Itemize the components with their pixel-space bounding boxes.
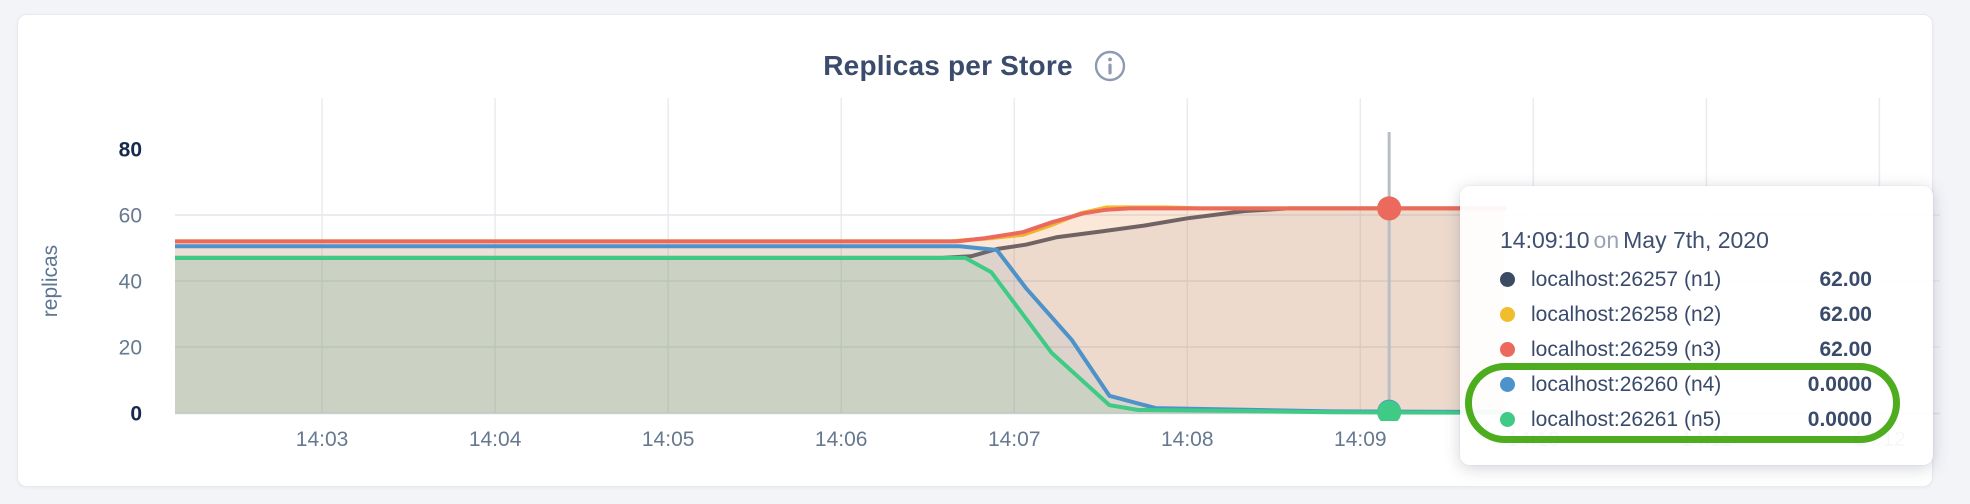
y-axis-title: replicas	[39, 245, 62, 317]
tooltip-series-value: 0.0000	[1807, 372, 1872, 396]
tooltip-on-word: on	[1593, 227, 1620, 253]
y-tick-label: 60	[119, 205, 142, 228]
tooltip-rows: localhost:26257 (n1) 62.00 localhost:26258…	[1460, 262, 1933, 437]
hover-dot-5	[1377, 400, 1402, 421]
tooltip-series-label: localhost:26259 (n3)	[1531, 337, 1722, 361]
x-tick-label: 14:08	[1161, 428, 1214, 451]
tooltip-series-label: localhost:26260 (n4)	[1531, 372, 1722, 396]
x-tick-label: 14:09	[1334, 428, 1387, 451]
hover-dot-3	[1377, 196, 1402, 221]
x-tick-label: 14:04	[469, 428, 522, 451]
tooltip-row: localhost:26260 (n4) 0.0000	[1460, 367, 1933, 402]
tooltip-series-value: 62.00	[1819, 302, 1872, 326]
y-tick-label: 80	[119, 139, 142, 162]
series-line-5	[175, 255, 1507, 415]
series-color-dot	[1500, 412, 1515, 427]
series-color-dot	[1500, 342, 1515, 357]
tooltip-timestamp: 14:09:10 on May 7th, 2020	[1500, 226, 1933, 254]
y-tick-label: 20	[119, 337, 142, 360]
tooltip-series-label: localhost:26257 (n1)	[1531, 267, 1722, 291]
info-icon[interactable]	[1093, 49, 1127, 83]
series-color-dot	[1500, 272, 1515, 287]
x-tick-label: 14:06	[815, 428, 868, 451]
tooltip-series-value: 0.0000	[1807, 407, 1872, 431]
series-plot	[175, 205, 1507, 415]
tooltip-row: localhost:26261 (n5) 0.0000	[1460, 402, 1933, 437]
x-tick-label: 14:05	[642, 428, 695, 451]
x-tick-label: 14:07	[988, 428, 1041, 451]
tooltip-series-label: localhost:26261 (n5)	[1531, 407, 1722, 431]
hover-layer	[1377, 132, 1402, 421]
series-color-dot	[1500, 377, 1515, 392]
series-area-5	[175, 257, 1505, 414]
tooltip-row: localhost:26258 (n2) 62.00	[1460, 297, 1933, 332]
tooltip-series-value: 62.00	[1819, 267, 1872, 291]
series-area-4	[175, 246, 1505, 414]
hover-tooltip: 14:09:10 on May 7th, 2020 localhost:26257 …	[1460, 186, 1933, 465]
series-color-dot	[1500, 307, 1515, 322]
tooltip-date: May 7th, 2020	[1623, 227, 1769, 253]
chart-header: Replicas per Store	[18, 15, 1932, 83]
tooltip-row: localhost:26257 (n1) 62.00	[1460, 262, 1933, 297]
tooltip-series-value: 62.00	[1819, 337, 1872, 361]
series-line-3	[175, 206, 1507, 244]
tooltip-time: 14:09:10	[1500, 227, 1590, 253]
y-tick-label: 40	[119, 271, 142, 294]
y-tick-label: 0	[130, 403, 142, 426]
tooltip-row: localhost:26259 (n3) 62.00	[1460, 332, 1933, 367]
tooltip-series-label: localhost:26258 (n2)	[1531, 302, 1722, 326]
x-tick-label: 14:03	[296, 428, 349, 451]
chart-title: Replicas per Store	[823, 50, 1073, 81]
